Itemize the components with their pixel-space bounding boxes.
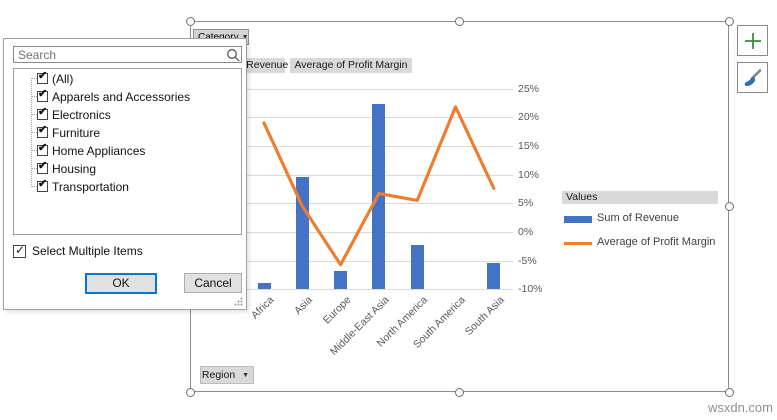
region-field-button[interactable]: Region ▼ [200, 366, 254, 384]
filter-item-label: Electronics [52, 108, 111, 122]
gridline [246, 88, 513, 90]
legend-values-header[interactable]: Values [562, 191, 718, 204]
checkmark-icon: ✔ [38, 70, 48, 82]
tree-line [31, 150, 37, 151]
selection-handle[interactable] [724, 16, 734, 26]
select-multiple-checkbox[interactable]: ✓ [13, 243, 26, 258]
checkmark-icon: ✔ [38, 106, 48, 118]
chart-area-frame[interactable] [190, 21, 729, 392]
checkmark-icon: ✓ [15, 243, 26, 257]
bar-south-asia[interactable] [487, 263, 501, 290]
selection-handle[interactable] [724, 387, 734, 397]
cancel-button[interactable]: Cancel [184, 273, 242, 293]
pivot-filter-popup: ✔ (All) ✔ Apparels and Accessories ✔ Electron… [3, 38, 247, 310]
tree-line [31, 78, 37, 79]
search-icon[interactable] [226, 48, 241, 63]
filter-item[interactable]: ✔ (All) [14, 70, 241, 88]
filter-item-label: Transportation [52, 180, 129, 194]
bar-north-america[interactable] [410, 245, 424, 290]
checkmark-icon: ✔ [38, 178, 48, 190]
tree-line [31, 132, 37, 133]
tree-line [31, 168, 37, 169]
chart-styles-button[interactable] [737, 62, 768, 93]
checkbox[interactable]: ✔ [37, 178, 48, 192]
chevron-down-icon: ▼ [242, 371, 250, 379]
category-field-label: Category [198, 31, 239, 43]
filter-item-label: Apparels and Accessories [52, 90, 191, 104]
filter-item[interactable]: ✔ Housing [14, 160, 241, 178]
select-multiple-label: Select Multiple Items [32, 244, 143, 258]
filter-item-label: Housing [52, 162, 97, 176]
legend-swatch-line[interactable] [564, 242, 592, 245]
selection-handle[interactable] [185, 16, 195, 26]
region-field-label: Region [201, 368, 236, 381]
y-axis-tick-label: -10% [518, 283, 543, 296]
y-axis-tick-label: 10% [518, 168, 540, 181]
checkbox[interactable]: ✔ [37, 124, 48, 138]
bar-middle-east-asia[interactable] [372, 104, 386, 290]
legend-label: Average of Profit Margin [597, 236, 716, 248]
paintbrush-icon [744, 68, 761, 86]
selection-handle[interactable] [724, 202, 734, 211]
filter-item[interactable]: ✔ Home Appliances [14, 142, 241, 160]
checkmark-icon: ✔ [38, 88, 48, 100]
tree-line [31, 114, 37, 115]
resize-grip[interactable] [234, 297, 243, 306]
y-axis-tick-label: 0% [518, 226, 534, 238]
plus-icon [744, 32, 761, 49]
filter-item[interactable]: ✔ Transportation [14, 178, 241, 196]
checkmark-icon: ✔ [38, 124, 48, 136]
filter-item[interactable]: ✔ Electronics [14, 106, 241, 124]
checkbox[interactable]: ✔ [37, 106, 48, 120]
watermark: wsxdn.com [707, 400, 773, 415]
tree-line [31, 96, 37, 97]
series-field-button-average-profit-margin[interactable]: Average of Profit Margin [290, 58, 412, 73]
legend-label: Sum of Revenue [597, 212, 679, 224]
chevron-down-icon: ▼ [241, 33, 249, 41]
checkmark-icon: ✔ [38, 160, 48, 172]
y-axis-tick-label: -5% [518, 254, 537, 267]
chart-elements-button[interactable] [737, 25, 768, 56]
bar-europe[interactable] [334, 271, 348, 290]
checkmark-icon: ✔ [38, 142, 48, 154]
checkbox[interactable]: ✔ [37, 160, 48, 174]
y-axis-tick-label: 15% [518, 139, 540, 152]
bar-africa[interactable] [257, 283, 271, 290]
filter-item-label: (All) [52, 72, 74, 86]
tree-line [31, 186, 37, 187]
legend-swatch-bar[interactable] [564, 216, 592, 223]
filter-item-label: Home Appliances [52, 144, 146, 158]
ok-button[interactable]: OK [85, 273, 157, 294]
checkbox[interactable]: ✔ [37, 142, 48, 156]
gridline [246, 289, 513, 291]
checkbox[interactable]: ✔ [37, 88, 48, 102]
selection-handle[interactable] [455, 387, 464, 397]
y-axis-tick-label: 25% [518, 82, 540, 95]
filter-item-list: ✔ (All) ✔ Apparels and Accessories ✔ Electron… [13, 68, 242, 235]
filter-item-label: Furniture [52, 126, 101, 140]
checkbox[interactable]: ✔ [37, 70, 48, 84]
y-axis-tick-label: 20% [518, 111, 540, 124]
filter-item[interactable]: ✔ Apparels and Accessories [14, 88, 241, 106]
filter-item[interactable]: ✔ Furniture [14, 124, 241, 142]
selection-handle[interactable] [185, 387, 195, 397]
selection-handle[interactable] [455, 16, 464, 26]
search-input[interactable] [13, 46, 242, 63]
y-axis-tick-label: 5% [518, 197, 534, 210]
bar-asia[interactable] [295, 176, 309, 290]
